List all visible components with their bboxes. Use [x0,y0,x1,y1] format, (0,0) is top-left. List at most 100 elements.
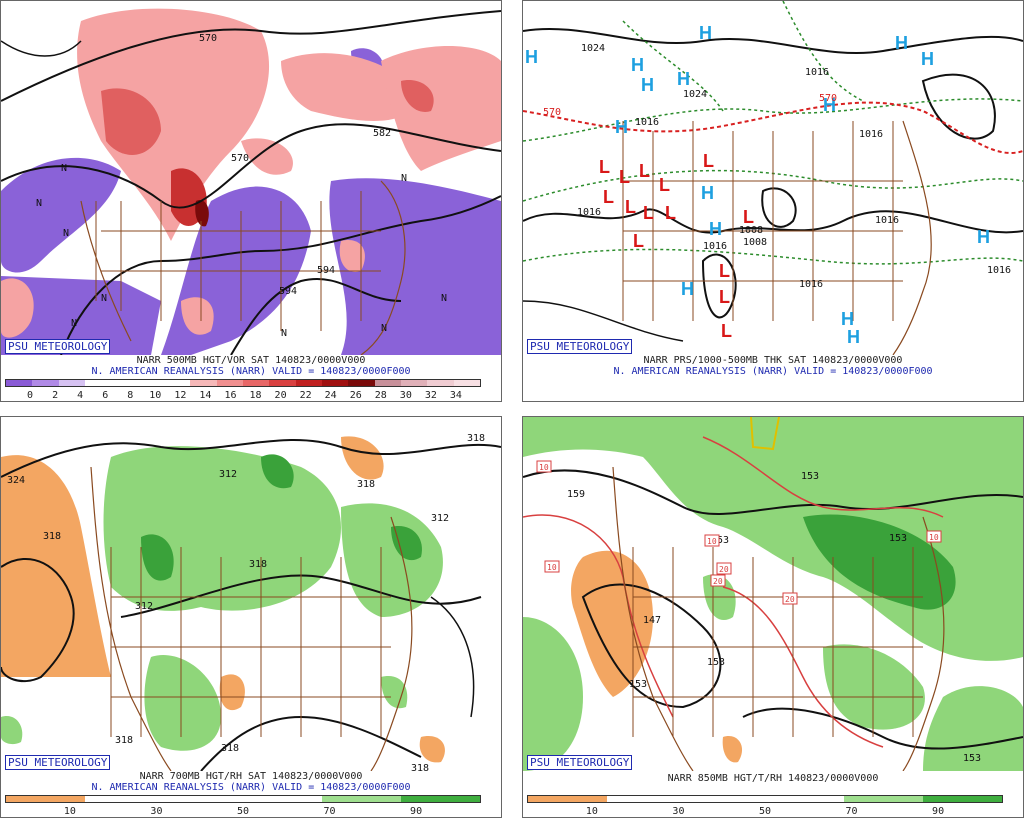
height-label: 594 [317,265,335,276]
psu-stamp: PSU METEOROLOGY [527,339,633,354]
svg-text:H: H [525,47,538,67]
panel-pressure-thickness: H H H H H H H H H H H H H H H L L L L L … [522,0,1024,402]
svg-text:H: H [641,75,654,95]
temperature-label: 10 [539,463,549,472]
colorbar [5,795,481,803]
colorbar-tick-label: 10 [63,806,76,817]
height-label: 318 [411,763,429,771]
colorbar-swatch [295,380,322,386]
colorbar-tick-label: 24 [324,390,337,401]
height-label: 570 [231,153,249,164]
colorbar-swatch [243,796,322,802]
height-label: 318 [357,479,375,490]
colorbar-tick-label: 20 [274,390,287,401]
psu-stamp: PSU METEOROLOGY [527,755,633,770]
rh700-map: 324 318 318 318 312 312 312 318 318 318 … [1,433,501,771]
svg-text:L: L [639,161,650,181]
colorbar-swatch [374,380,401,386]
colorbar-swatch [923,796,1002,802]
colorbar-tick-label: 14 [199,390,212,401]
colorbar-tick-label: 12 [174,390,187,401]
height-label: 312 [219,469,237,480]
pressure-label: 1016 [859,129,883,140]
colorbar-swatch [686,796,765,802]
height-label: 318 [115,735,133,746]
colorbar-swatch [322,796,401,802]
panel-500mb-vorticity: N N N N N N N N N 570 570 582 594 594 PS… [0,0,502,402]
colorbar-ticks: 10 30 50 70 90 [5,806,481,817]
svg-text:L: L [599,157,610,177]
colorbar-swatch [401,796,480,802]
svg-text:L: L [743,207,754,227]
psu-stamp: PSU METEOROLOGY [5,339,111,354]
colorbar-tick-label: 22 [299,390,312,401]
pressure-label: 1016 [875,215,899,226]
svg-text:H: H [841,309,854,329]
thickness-label: 570 [543,107,561,118]
colorbar-tick-label: 28 [374,390,387,401]
svg-text:N: N [61,163,67,174]
colorbar-tick-label: 4 [77,390,84,401]
psu-stamp: PSU METEOROLOGY [5,755,111,770]
svg-text:N: N [71,318,77,329]
colorbar-tick-label: 30 [672,806,685,817]
height-label: 318 [249,559,267,570]
pressure-label: 1024 [683,89,707,100]
pressure-label: 1008 [739,225,763,236]
panel-subtitle: N. AMERICAN REANALYSIS (NARR) VALID = 14… [91,782,411,793]
height-label: 582 [373,128,391,139]
colorbar-swatch [164,796,243,802]
svg-text:L: L [659,175,670,195]
pressure-label: 1016 [799,279,823,290]
colorbar-swatch [400,380,428,386]
colorbar-tick-label: 70 [845,806,858,817]
colorbar-tick-label: 50 [236,806,250,817]
pressure-label: 1016 [703,241,727,252]
colorbar-swatch [85,796,164,802]
colorbar-tick-label: 16 [224,390,237,401]
panel-title: NARR 500MB HGT/VOR SAT 140823/0000V000 [136,355,366,366]
colorbar-swatch [348,380,375,386]
svg-text:L: L [719,261,730,281]
svg-text:N: N [401,173,407,184]
height-label: 153 [711,535,729,546]
vorticity-map: N N N N N N N N N 570 570 582 594 594 [1,8,501,355]
svg-text:N: N [381,323,387,334]
svg-text:N: N [101,293,107,304]
svg-text:H: H [631,55,644,75]
colorbar-swatch [765,796,844,802]
panel-subtitle: N. AMERICAN REANALYSIS (NARR) VALID = 14… [613,366,933,377]
thickness-label: 570 [819,93,837,104]
temperature-label: 10 [707,537,717,546]
svg-text:N: N [441,293,447,304]
height-label: 159 [567,489,585,500]
colorbar-swatch [163,380,191,386]
svg-text:L: L [665,203,676,223]
pressure-label: 1016 [805,67,829,78]
colorbar-ticks: 0 2 4 6 8 10 12 14 16 18 20 22 24 26 28 30 32 34 [5,390,481,401]
colorbar-swatch [111,380,138,386]
panel-title: NARR 700MB HGT/RH SAT 140823/0000V000 [139,771,363,782]
colorbar-tick-label: 30 [399,390,412,401]
svg-text:H: H [921,49,934,69]
height-label: 153 [707,657,725,668]
colorbar-swatch [216,380,243,386]
temperature-label: 10 [929,533,939,542]
svg-text:N: N [281,328,287,339]
colorbar-ticks: 10 30 50 70 90 [527,806,1003,817]
height-label: 318 [43,531,61,542]
colorbar [527,795,1003,803]
colorbar-tick-label: 18 [249,390,262,401]
colorbar-swatch [32,380,59,386]
colorbar-swatch [84,380,112,386]
colorbar-tick-label: 50 [758,806,772,817]
colorbar-tick-label: 6 [102,390,109,401]
colorbar-tick-label: 32 [424,390,437,401]
colorbar-tick-label: 26 [349,390,362,401]
colorbar-swatch [190,380,217,386]
colorbar-swatch [427,380,454,386]
panel-title: NARR 850MB HGT/T/RH 140823/0000V000 [667,773,879,784]
height-label: 594 [279,286,297,297]
colorbar-swatch [844,796,923,802]
svg-text:H: H [977,227,990,247]
